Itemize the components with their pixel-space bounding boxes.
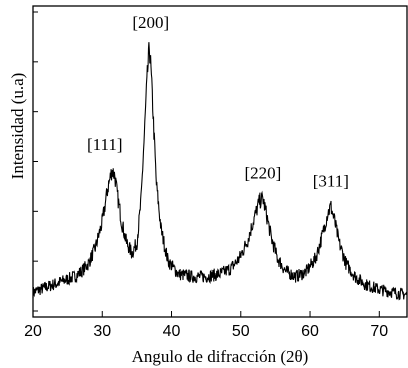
x-tick-label: 70 [370, 323, 388, 340]
y-axis-title: Intensidad (u.a) [8, 73, 27, 180]
peak-label: [111] [87, 135, 123, 154]
x-tick-label: 40 [163, 323, 181, 340]
xrd-series-line [32, 42, 408, 301]
x-axis-ticks: 20 30 40 50 60 70 [24, 311, 388, 340]
x-tick-label: 60 [301, 323, 319, 340]
x-tick-label: 50 [232, 323, 250, 340]
peak-label: [311] [313, 171, 349, 190]
peak-annotations: [111] [200] [220] [311] [87, 13, 349, 191]
x-tick-label: 20 [24, 323, 42, 340]
peak-label: [200] [132, 13, 169, 32]
x-tick-label: 30 [93, 323, 111, 340]
peak-label: [220] [245, 164, 282, 183]
x-axis-title: Angulo de difracción (2θ) [132, 347, 309, 366]
y-axis-ticks [33, 11, 38, 312]
